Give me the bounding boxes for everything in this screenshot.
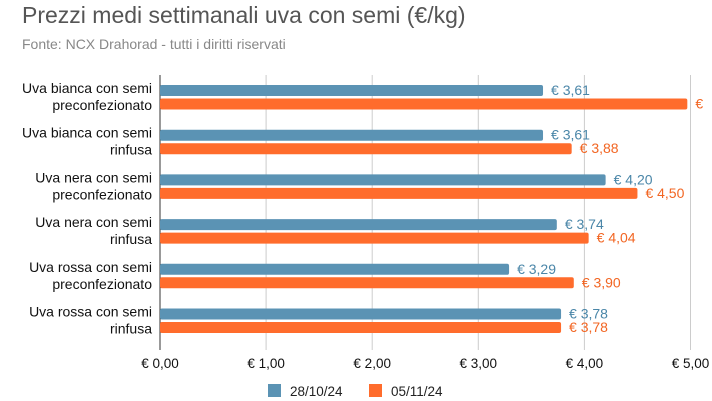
category-label: Uva bianca con semi — [22, 125, 152, 141]
legend-swatch — [369, 384, 382, 397]
category-label: preconfezionato — [52, 276, 152, 292]
bar-05/11/24 — [160, 322, 562, 333]
x-tick-label: € 3,00 — [460, 356, 498, 371]
category-label: rinfusa — [110, 321, 152, 337]
category-label: preconfezionato — [52, 97, 152, 113]
bar-28/10/24 — [160, 85, 544, 96]
x-tick-label: € 5,00 — [672, 356, 710, 371]
x-tick-label: € 4,00 — [566, 356, 604, 371]
category-label: Uva nera con semi — [35, 169, 152, 185]
data-label: € 4,04 — [597, 230, 636, 246]
x-tick-label: € 1,00 — [247, 356, 285, 371]
x-tick-label: € 2,00 — [353, 356, 391, 371]
bar-28/10/24 — [160, 174, 606, 186]
bar-05/11/24 — [160, 277, 574, 289]
category-label: Uva bianca con semi — [22, 80, 152, 96]
category-label: rinfusa — [110, 142, 152, 158]
data-label: € 3,29 — [517, 261, 556, 277]
legend-swatch — [268, 384, 281, 397]
data-label: € 3,61 — [551, 127, 590, 143]
bar-05/11/24 — [160, 232, 589, 244]
category-label: Uva rossa con semi — [29, 259, 152, 275]
bar-05/11/24 — [160, 187, 638, 199]
data-label: € 3,74 — [565, 216, 604, 232]
data-label: € — [695, 96, 703, 112]
bar-28/10/24 — [160, 219, 557, 231]
data-label: € 4,20 — [614, 171, 653, 187]
chart-title: Prezzi medi settimanali uva con semi (€/… — [22, 2, 466, 28]
data-label: € 3,90 — [582, 274, 621, 290]
bar-28/10/24 — [160, 263, 510, 275]
category-label: preconfezionato — [52, 186, 152, 202]
category-label: Uva rossa con semi — [29, 304, 152, 320]
legend-label: 05/11/24 — [391, 384, 443, 399]
chart-subtitle: Fonte: NCX Drahorad - tutti i diritti ri… — [22, 36, 286, 52]
data-label: € 3,78 — [569, 306, 608, 322]
data-label: € 3,61 — [551, 82, 590, 98]
category-label: rinfusa — [110, 231, 152, 247]
bar-28/10/24 — [160, 308, 562, 320]
bar-05/11/24 — [160, 143, 572, 155]
category-label: Uva nera con semi — [35, 214, 152, 230]
bar-28/10/24 — [160, 129, 544, 141]
x-tick-label: € 0,00 — [141, 356, 179, 371]
data-label: € 3,88 — [580, 140, 619, 156]
data-label: € 4,50 — [645, 185, 684, 201]
legend-label: 28/10/24 — [290, 384, 343, 399]
bar-05/11/24 — [160, 98, 688, 110]
data-label: € 3,78 — [569, 319, 608, 335]
